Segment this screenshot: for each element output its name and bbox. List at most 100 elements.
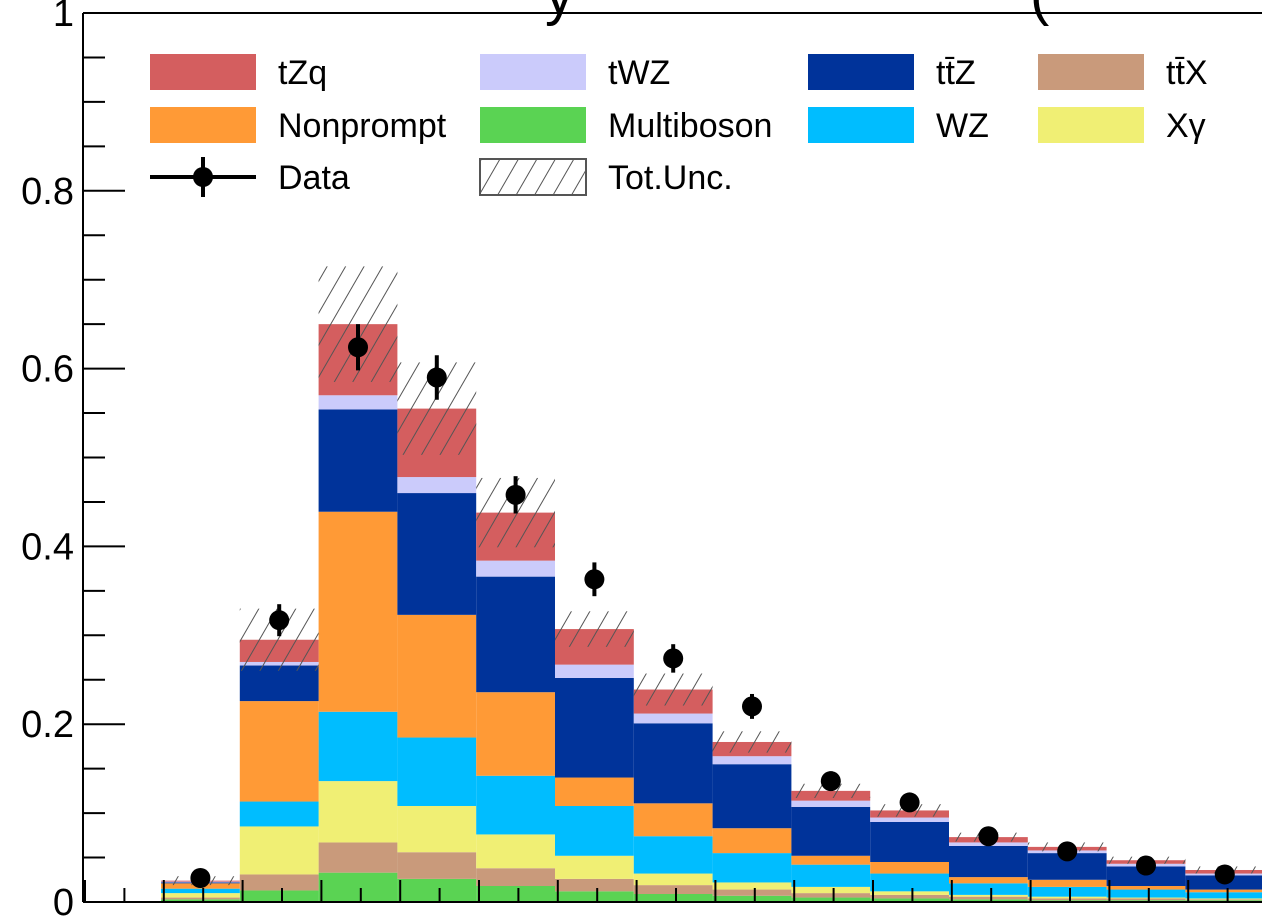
data-point-10 [978, 826, 999, 847]
data-point-8 [820, 771, 841, 792]
bar-ttX-7 [712, 889, 792, 896]
bar-Nonprompt-12 [1106, 885, 1186, 890]
bar-WZ-10 [949, 883, 1028, 895]
legend-swatch-ttX [1038, 54, 1144, 90]
uncertainty-band-7 [712, 731, 792, 753]
bar-Nonprompt-6 [633, 803, 713, 837]
bar-Nonprompt-8 [791, 855, 871, 865]
bar-Multiboson-10 [949, 899, 1028, 902]
bar-Nonprompt-13 [1185, 889, 1262, 893]
legend-label-TotUnc: Tot.Unc. [608, 159, 733, 197]
bar-tWZ-8 [791, 800, 871, 807]
data-point-7 [742, 696, 762, 717]
bar-ttX-13 [1185, 899, 1262, 901]
bar-ttX-12 [1106, 898, 1186, 901]
bar-Multiboson-7 [712, 895, 792, 902]
bar-ttZ-1 [239, 665, 319, 702]
data-point-5 [584, 569, 605, 590]
bar-ttZ-9 [870, 821, 949, 862]
y-tick-label-1: 0.2 [21, 704, 74, 746]
bar-WZ-7 [712, 853, 792, 883]
bar-Multiboson-5 [555, 891, 634, 902]
bar-Xgamma-8 [791, 886, 871, 894]
legend-swatch-Multiboson [480, 107, 586, 143]
bar-Multiboson-3 [397, 878, 477, 902]
data-point-0 [190, 867, 211, 888]
legend-label-tWZ: tWZ [608, 54, 670, 92]
bar-WZ-12 [1106, 889, 1186, 898]
bar-Xgamma-6 [633, 873, 713, 886]
bar-Nonprompt-10 [949, 877, 1028, 884]
bar-Xgamma-7 [712, 882, 792, 890]
legend-swatch-Nonprompt [150, 107, 256, 143]
bar-tWZ-2 [318, 395, 398, 410]
bar-Nonprompt-11 [1027, 879, 1107, 887]
bar-ttX-1 [239, 874, 319, 891]
bar-Multiboson-6 [633, 893, 713, 902]
bar-WZ-8 [791, 864, 871, 887]
legend-swatch-tZq [150, 54, 256, 90]
legend: tZq tWZ tt̄Z tt̄X Nonprompt Multiboson WZ Xγ Dat… [150, 54, 1208, 197]
bar-ttZ-4 [476, 576, 555, 693]
legend-swatch-ttZ [808, 54, 914, 90]
bar-WZ-0 [161, 888, 240, 894]
bar-WZ-4 [476, 775, 555, 835]
bar-WZ-1 [239, 801, 319, 827]
data-point-4 [505, 484, 526, 505]
bar-WZ-6 [633, 836, 713, 874]
legend-swatch-WZ [808, 107, 914, 143]
legend-swatch-Xgamma [1038, 107, 1144, 143]
bar-Xgamma-5 [555, 855, 634, 879]
bar-ttX-4 [476, 868, 555, 886]
bar-WZ-5 [555, 805, 634, 856]
bar-ttZ-12 [1106, 866, 1186, 886]
y-tick-label-5: 1 [53, 0, 74, 35]
bar-Xgamma-2 [318, 781, 398, 843]
uncertainty-band-5 [555, 611, 634, 647]
bar-Multiboson-4 [476, 885, 555, 902]
bar-ttX-3 [397, 852, 477, 879]
bar-tWZ-4 [476, 560, 555, 577]
bar-Nonprompt-2 [318, 511, 398, 712]
bar-tWZ-9 [870, 817, 949, 822]
bar-tWZ-6 [633, 713, 713, 724]
bar-Multiboson-0 [161, 899, 240, 902]
y-tick-label-2: 0.4 [21, 526, 74, 568]
bar-ttX-11 [1027, 898, 1107, 901]
bar-ttZ-10 [949, 845, 1028, 878]
bar-tWZ-7 [712, 756, 792, 765]
bar-ttX-2 [318, 842, 398, 873]
data-point-11 [1057, 841, 1078, 862]
data-point-6 [663, 648, 684, 669]
bar-Xgamma-1 [239, 826, 319, 875]
bar-tWZ-3 [397, 477, 477, 494]
bar-ttX-8 [791, 893, 871, 898]
bar-Multiboson-2 [318, 872, 398, 902]
axes: 0 0.2 0.4 0.6 0.8 1 [21, 0, 1262, 921]
data-point-12 [1136, 855, 1156, 876]
y-tick-label-0: 0 [53, 882, 74, 921]
data-point-1 [269, 610, 290, 631]
legend-label-ttX: tt̄X [1166, 54, 1208, 92]
bar-Xgamma-3 [397, 805, 477, 853]
bar-ttZ-8 [791, 806, 871, 856]
bar-WZ-9 [870, 873, 949, 892]
bar-Multiboson-1 [239, 890, 319, 902]
bar-ttZ-7 [712, 764, 792, 829]
bar-WZ-2 [318, 711, 398, 782]
bar-ttZ-2 [318, 409, 398, 512]
legend-swatch-tWZ [480, 54, 586, 90]
bar-ttX-10 [949, 896, 1028, 900]
bar-Xgamma-0 [161, 893, 240, 898]
bar-ttZ-3 [397, 493, 477, 615]
bar-ttZ-5 [555, 677, 634, 778]
bar-Xgamma-12 [1106, 897, 1186, 899]
legend-label-Xgamma: Xγ [1166, 107, 1206, 145]
data-point-9 [899, 792, 920, 813]
legend-marker-Data [193, 167, 213, 187]
bar-Nonprompt-3 [397, 614, 477, 738]
bar-Nonprompt-1 [239, 701, 319, 802]
legend-label-Multiboson: Multiboson [608, 107, 772, 145]
data-point-2 [348, 337, 368, 358]
